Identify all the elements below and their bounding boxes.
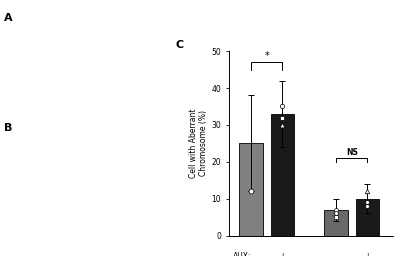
Text: -: - <box>250 252 253 256</box>
Text: *: * <box>265 51 269 61</box>
Point <box>279 123 286 127</box>
Point <box>279 104 286 109</box>
Text: A: A <box>4 13 13 23</box>
Point <box>333 208 340 212</box>
Point <box>333 211 340 216</box>
Text: +: + <box>279 252 286 256</box>
Bar <box>239 143 263 236</box>
Point <box>364 200 371 204</box>
Point <box>364 204 371 208</box>
Point <box>248 189 255 193</box>
Text: -: - <box>335 252 338 256</box>
Text: +: + <box>364 252 371 256</box>
Bar <box>324 210 348 236</box>
Bar <box>271 114 294 236</box>
Text: B: B <box>4 123 12 133</box>
Y-axis label: Cell with Aberrant
Chromosome (%): Cell with Aberrant Chromosome (%) <box>189 109 209 178</box>
Point <box>279 115 286 120</box>
Text: C: C <box>176 40 184 50</box>
Point <box>333 215 340 219</box>
Point <box>364 189 371 193</box>
Text: AUX:: AUX: <box>233 252 251 256</box>
Bar <box>356 199 379 236</box>
Text: NS: NS <box>346 148 358 157</box>
